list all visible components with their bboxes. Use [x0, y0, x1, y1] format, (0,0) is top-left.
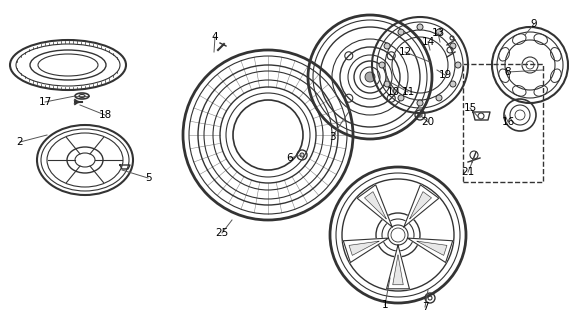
Text: 25: 25 — [216, 228, 229, 238]
Bar — [463, 64, 543, 182]
Circle shape — [384, 81, 390, 87]
Polygon shape — [386, 245, 410, 289]
Text: 16: 16 — [501, 117, 514, 127]
Text: 20: 20 — [422, 117, 435, 127]
Circle shape — [455, 62, 461, 68]
Text: 11: 11 — [401, 87, 415, 97]
Polygon shape — [407, 238, 453, 262]
Polygon shape — [365, 192, 386, 219]
Text: 3: 3 — [329, 132, 335, 142]
Circle shape — [417, 24, 423, 30]
Text: 10: 10 — [386, 87, 399, 97]
Text: 12: 12 — [398, 47, 411, 57]
Text: 13: 13 — [431, 28, 444, 38]
Ellipse shape — [233, 100, 303, 170]
Circle shape — [398, 29, 404, 35]
Circle shape — [379, 62, 385, 68]
Text: 19: 19 — [438, 70, 452, 80]
Text: 14: 14 — [422, 37, 435, 47]
Polygon shape — [357, 185, 392, 227]
Text: 18: 18 — [98, 110, 112, 120]
Polygon shape — [349, 241, 379, 255]
Polygon shape — [343, 238, 389, 262]
Circle shape — [450, 81, 456, 87]
Circle shape — [417, 100, 423, 106]
Text: 2: 2 — [17, 137, 23, 147]
Text: 6: 6 — [287, 153, 293, 163]
Polygon shape — [404, 185, 439, 227]
Circle shape — [450, 43, 456, 49]
Text: 4: 4 — [212, 32, 218, 42]
Text: 1: 1 — [382, 300, 388, 310]
Text: 21: 21 — [461, 167, 475, 177]
Polygon shape — [417, 241, 447, 255]
Text: 5: 5 — [145, 173, 151, 183]
Text: 7: 7 — [422, 302, 428, 312]
Circle shape — [398, 95, 404, 101]
Circle shape — [436, 95, 442, 101]
Polygon shape — [410, 192, 431, 219]
Circle shape — [384, 43, 390, 49]
Ellipse shape — [365, 72, 375, 82]
Text: 15: 15 — [463, 103, 477, 113]
Text: 17: 17 — [38, 97, 52, 107]
Text: 8: 8 — [505, 67, 512, 77]
Polygon shape — [393, 255, 403, 285]
Circle shape — [436, 29, 442, 35]
Ellipse shape — [388, 225, 408, 245]
Text: 9: 9 — [531, 19, 537, 29]
